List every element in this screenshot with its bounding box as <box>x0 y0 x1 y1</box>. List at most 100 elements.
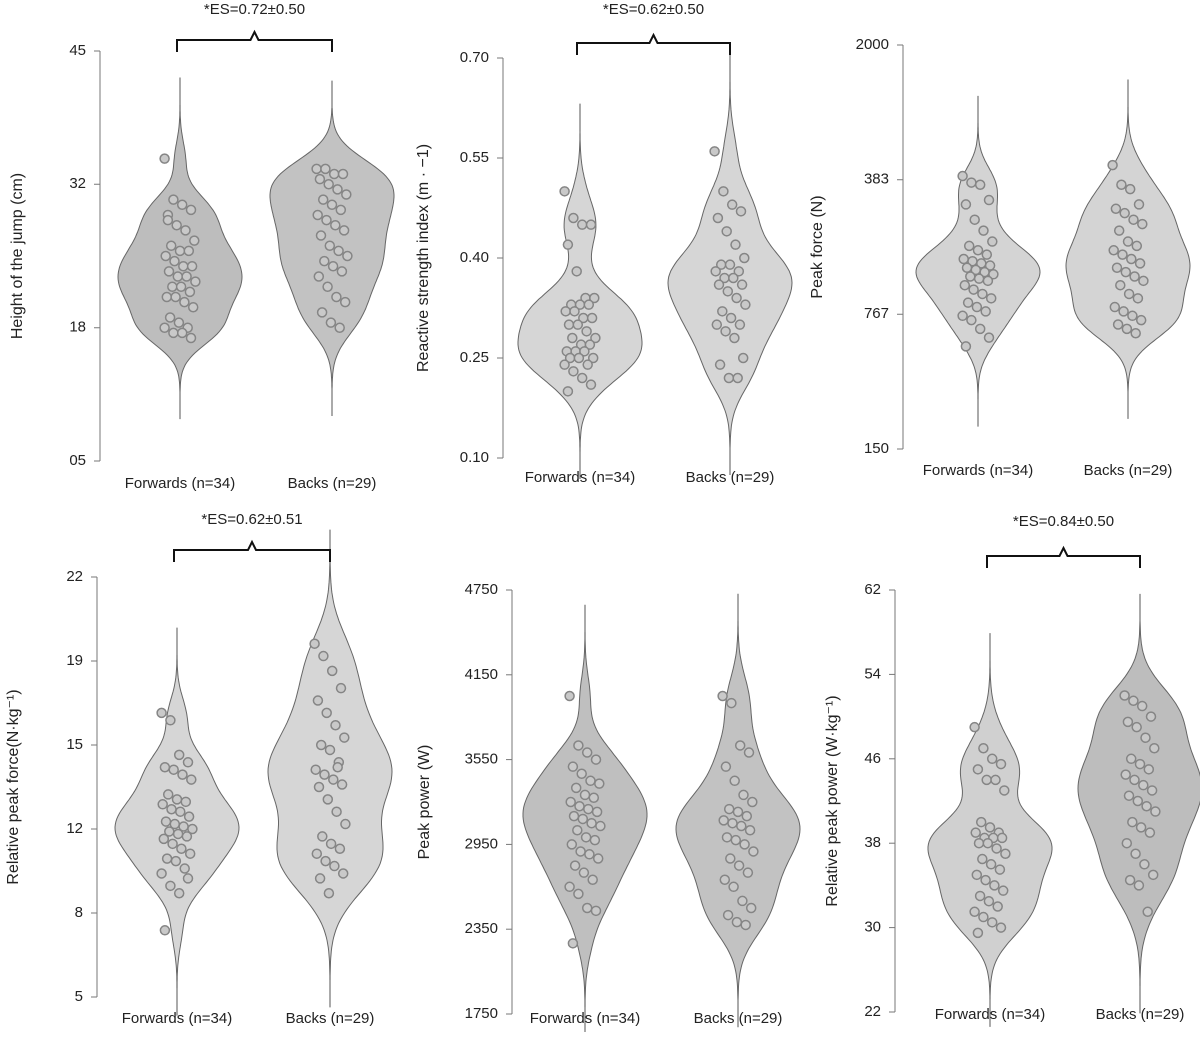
data-point <box>172 271 184 282</box>
y-tick-label: 8 <box>75 904 83 921</box>
data-point <box>585 775 596 787</box>
data-point <box>973 837 985 849</box>
data-point <box>584 339 596 350</box>
data-point <box>586 817 597 829</box>
y-tick-label: 46 <box>864 750 881 767</box>
y-axis-label: Reactive strength index (m · −1) <box>415 144 432 372</box>
data-point <box>569 860 581 871</box>
y-tick-label: 3550 <box>465 751 498 768</box>
data-point <box>970 827 981 838</box>
data-point <box>565 796 576 808</box>
data-point <box>326 665 338 677</box>
data-point <box>1109 301 1121 313</box>
data-point <box>313 271 325 282</box>
data-point <box>583 299 595 310</box>
category-label: Forwards (n=34) <box>525 469 635 486</box>
data-point <box>173 749 185 761</box>
data-point <box>174 245 186 257</box>
data-point <box>721 226 732 237</box>
data-point <box>321 707 332 719</box>
data-point <box>730 834 742 846</box>
data-point <box>160 250 171 262</box>
data-point <box>747 796 758 808</box>
y-tick-label: 2950 <box>465 835 498 852</box>
data-point <box>587 874 598 885</box>
data-point <box>1116 179 1127 191</box>
data-point <box>961 262 973 273</box>
data-point <box>579 346 590 357</box>
data-point <box>709 146 720 157</box>
data-point <box>331 291 342 303</box>
significance-bracket <box>986 545 1141 568</box>
data-point <box>330 220 341 231</box>
data-point <box>712 212 724 224</box>
data-point <box>745 902 757 914</box>
data-point <box>328 774 339 785</box>
data-point <box>729 775 740 787</box>
data-point <box>586 312 598 324</box>
data-point <box>190 276 201 287</box>
data-point <box>569 306 580 317</box>
data-point <box>963 240 975 252</box>
data-point <box>341 189 352 200</box>
data-point <box>330 719 341 731</box>
significance-bracket <box>173 539 331 562</box>
data-point <box>189 235 200 246</box>
data-point <box>562 386 574 397</box>
data-point <box>1125 753 1137 765</box>
data-point <box>1135 822 1147 833</box>
data-point <box>159 153 170 164</box>
data-point <box>319 255 330 267</box>
data-point <box>985 859 997 870</box>
data-point <box>711 319 723 330</box>
data-point <box>328 168 340 180</box>
data-point <box>166 803 177 815</box>
data-point <box>971 301 983 313</box>
data-point <box>581 326 592 337</box>
data-point <box>717 690 728 702</box>
violin <box>267 557 393 980</box>
y-tick-label: 22 <box>66 568 83 585</box>
y-tick-label: 4750 <box>465 581 498 598</box>
data-point <box>588 792 600 804</box>
data-point <box>315 230 327 241</box>
data-point <box>315 739 327 751</box>
data-point <box>731 292 742 304</box>
data-point <box>718 815 729 826</box>
data-point <box>1112 319 1124 330</box>
y-tick-label: 54 <box>864 665 881 682</box>
data-point <box>585 379 597 390</box>
data-point <box>1134 258 1146 269</box>
data-point <box>969 721 980 733</box>
data-point <box>329 860 340 872</box>
data-point <box>988 269 999 280</box>
data-point <box>573 352 585 364</box>
data-point <box>983 895 995 907</box>
data-point <box>982 275 994 287</box>
data-point <box>1108 245 1119 256</box>
data-point <box>165 715 176 726</box>
data-point <box>969 906 980 918</box>
data-point <box>995 758 1007 770</box>
data-point <box>985 293 997 304</box>
data-point <box>1124 874 1136 886</box>
data-point <box>313 781 325 793</box>
data-point <box>187 823 198 835</box>
data-point <box>320 163 331 175</box>
data-point <box>732 372 743 384</box>
category-label: Backs (n=29) <box>1096 1006 1185 1023</box>
data-point <box>319 769 330 780</box>
data-point <box>568 212 579 224</box>
data-point <box>1119 690 1130 701</box>
y-tick-label: 45 <box>69 42 86 59</box>
data-point <box>740 919 751 931</box>
data-point <box>997 885 1009 896</box>
data-point <box>342 250 353 262</box>
data-point <box>571 266 582 277</box>
y-tick-label: 767 <box>864 305 889 322</box>
data-point <box>727 817 738 829</box>
data-point <box>325 317 337 328</box>
category-label: Backs (n=29) <box>1084 462 1173 479</box>
data-point <box>566 839 578 850</box>
data-point <box>1122 716 1134 728</box>
